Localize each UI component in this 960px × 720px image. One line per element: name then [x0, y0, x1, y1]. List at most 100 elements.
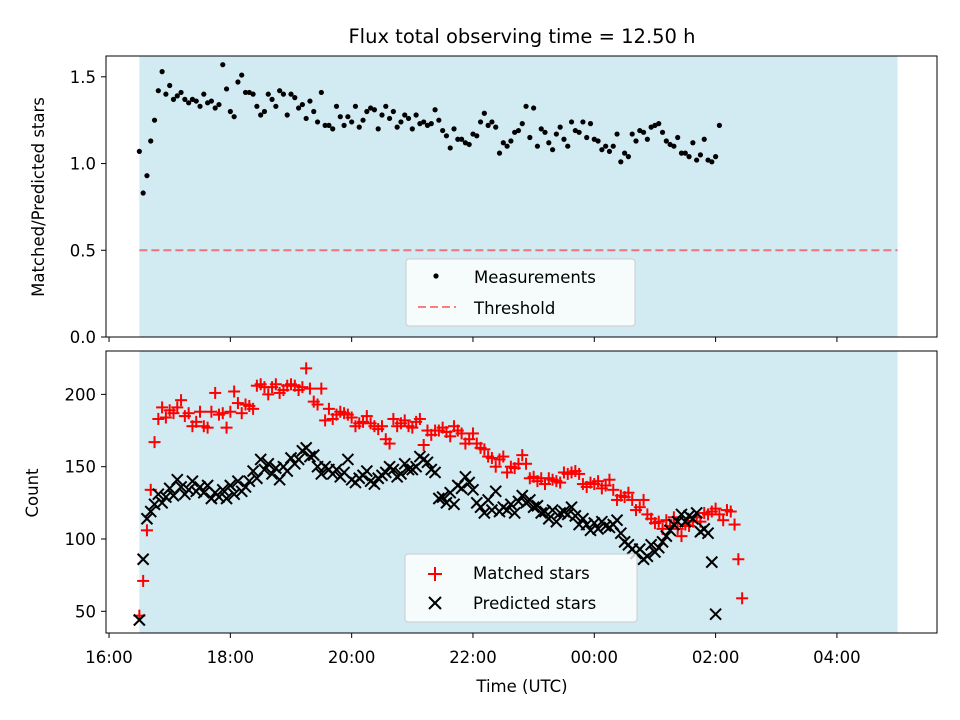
ratio-legend: Measurements Threshold: [405, 258, 636, 327]
measurement-point: [546, 140, 552, 146]
measurement-point: [413, 112, 419, 118]
measurement-point: [193, 98, 199, 104]
predicted-star-point: [652, 541, 665, 554]
predicted-star-point: [258, 463, 271, 476]
predicted-star-point: [478, 506, 491, 520]
legend-threshold-label: Threshold: [473, 299, 555, 318]
predicted-star-point: [303, 450, 317, 463]
matched-star-point: [444, 430, 457, 443]
predicted-star-point: [523, 493, 537, 507]
matched-star-point: [466, 427, 479, 440]
measurement-point: [587, 121, 594, 127]
matched-star-point: [159, 411, 172, 424]
count-legend: Matched stars Predicted stars: [404, 553, 638, 623]
measurement-point: [299, 101, 305, 108]
measurement-point: [242, 89, 249, 96]
measurement-point: [428, 121, 434, 127]
predicted-star-point: [155, 496, 169, 510]
matched-star-point: [262, 388, 275, 401]
measurement-point: [360, 117, 366, 123]
measurement-point: [606, 148, 613, 155]
x-tick-label: 02:00: [692, 648, 740, 667]
measurement-point: [178, 89, 184, 96]
measurement-point: [216, 101, 222, 108]
measurement-point: [390, 108, 396, 115]
measurement-point: [148, 138, 154, 144]
predicted-star-point: [246, 464, 260, 478]
predicted-star-point: [243, 474, 256, 488]
measurement-point: [640, 129, 647, 135]
legend-measurements-label: Measurements: [474, 268, 596, 287]
matched-star-point: [300, 362, 313, 375]
matched-star-point: [413, 412, 426, 425]
predicted-star-point: [360, 464, 374, 478]
matched-star-point: [205, 405, 218, 418]
measurement-point: [622, 150, 628, 156]
measurement-point: [292, 95, 298, 101]
measurement-point: [201, 91, 207, 97]
measurement-point: [534, 143, 541, 149]
predicted-star-point: [239, 480, 252, 494]
ratio-panel-frame: [105, 55, 938, 338]
measurement-point: [375, 126, 381, 132]
predicted-star-point: [136, 553, 150, 566]
measurement-point: [303, 115, 309, 122]
measurement-point: [553, 131, 559, 137]
measurement-point: [277, 88, 283, 94]
measurement-point: [565, 143, 571, 149]
measurement-point: [223, 86, 230, 92]
predicted-star-point: [144, 505, 157, 518]
predicted-star-point: [591, 522, 605, 536]
matched-star-point: [209, 386, 222, 399]
predicted-star-point: [341, 453, 355, 466]
predicted-star-point: [432, 492, 446, 505]
predicted-star-point: [641, 550, 654, 563]
measurement-point: [379, 112, 385, 118]
matched-star-point: [626, 493, 639, 506]
predicted-star-point: [466, 483, 480, 497]
matched-star-point: [375, 420, 388, 433]
measurement-point: [322, 122, 328, 128]
measurement-point: [466, 141, 472, 148]
measurement-point: [167, 82, 173, 89]
x-tick-label: 16:00: [85, 648, 133, 667]
count-panel: 50 100 150 200 16:00 18:00 20:00 22:00 00:00 02:0…: [23, 350, 938, 696]
measurement-point: [163, 91, 169, 97]
matched-star-point: [607, 483, 620, 496]
predicted-star-point: [447, 498, 461, 511]
measurement-point: [633, 138, 639, 144]
predicted-star-point: [709, 607, 722, 621]
measurement-point: [405, 115, 412, 122]
matched-star-point: [315, 382, 328, 395]
measurement-point: [140, 190, 146, 196]
measurement-point: [371, 107, 378, 113]
matched-star-point: [724, 505, 737, 518]
measurement-point: [549, 147, 556, 153]
measurement-point: [182, 96, 188, 102]
measurement-point: [701, 136, 707, 142]
matched-star-point: [455, 427, 468, 440]
predicted-star-point: [387, 463, 400, 476]
measurement-point: [345, 114, 351, 120]
matched-star-point: [573, 467, 586, 480]
x-tick-label: 04:00: [813, 648, 861, 667]
measurement-point: [678, 150, 685, 156]
predicted-star-point: [455, 482, 468, 495]
measurement-point: [364, 108, 370, 115]
measurement-point: [159, 69, 165, 75]
measurement-point: [644, 136, 650, 142]
matched-star-point: [485, 452, 498, 465]
measurement-point: [493, 124, 499, 130]
chart-title: Flux total observing time = 12.50 h: [348, 25, 695, 48]
measurement-point: [284, 112, 290, 118]
measurement-point: [459, 136, 465, 142]
predicted-star-point: [421, 456, 434, 469]
measurement-point: [447, 145, 453, 151]
measurement-point: [523, 103, 529, 109]
measurement-point: [398, 119, 404, 125]
measurement-point: [675, 134, 681, 141]
measurement-point: [610, 143, 616, 149]
matched-star-point: [311, 398, 324, 411]
measurement-point: [561, 136, 567, 142]
predicted-star-point: [527, 500, 540, 514]
